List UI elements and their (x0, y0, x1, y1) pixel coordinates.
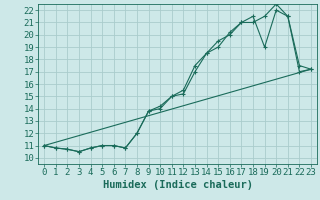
X-axis label: Humidex (Indice chaleur): Humidex (Indice chaleur) (103, 180, 252, 190)
